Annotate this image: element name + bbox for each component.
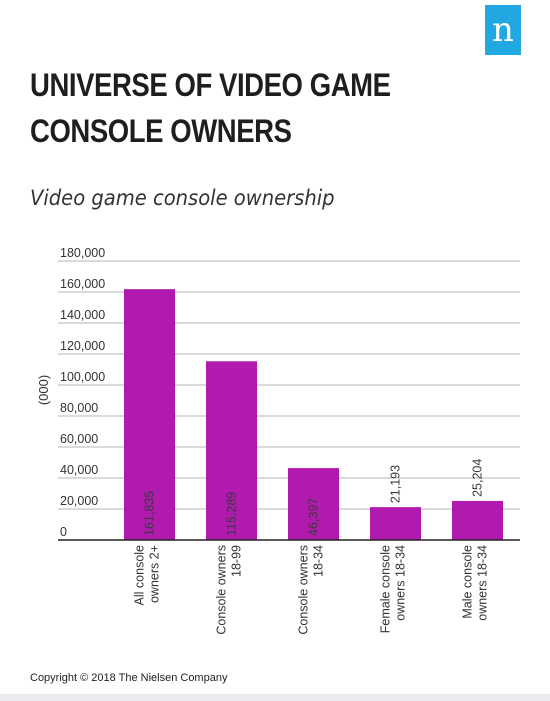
y-tick-label: 20,000 xyxy=(60,494,98,508)
x-tick-label: 18-34 xyxy=(312,545,326,577)
footer-band xyxy=(0,694,550,701)
bar xyxy=(124,289,175,540)
y-tick-label: 60,000 xyxy=(60,432,98,446)
x-tick-label: owners 18-34 xyxy=(394,545,408,621)
y-tick-label: 160,000 xyxy=(60,277,105,291)
y-tick-label: 100,000 xyxy=(60,370,105,384)
x-tick-label: Male console xyxy=(461,545,475,619)
data-label: 115,289 xyxy=(225,492,239,536)
y-tick-label: 80,000 xyxy=(60,401,98,415)
logo-letter: n xyxy=(492,10,514,50)
y-tick-label: 120,000 xyxy=(60,339,105,353)
bar xyxy=(288,468,339,540)
bar xyxy=(370,507,421,540)
x-tick-label: Console owners xyxy=(215,545,229,635)
y-axis-label: (000) xyxy=(36,375,51,405)
y-tick-label: 140,000 xyxy=(60,308,105,322)
x-tick-label: Console owners xyxy=(297,545,311,635)
bar xyxy=(452,500,503,540)
data-label: 46,397 xyxy=(307,498,321,536)
bar xyxy=(206,361,257,540)
chart-subtitle: Video game console ownership xyxy=(30,186,335,210)
data-label: 21,193 xyxy=(389,465,403,503)
x-tick-label: 18-99 xyxy=(230,545,244,577)
y-tick-label: 40,000 xyxy=(60,463,98,477)
data-label: 161,835 xyxy=(143,491,157,536)
x-tick-label: Female console xyxy=(379,545,393,633)
chart-title: UNIVERSE OF VIDEO GAME CONSOLE OWNERS xyxy=(30,67,391,149)
x-tick-label: owners 2+ xyxy=(148,545,162,603)
nielsen-logo-icon: n xyxy=(485,5,521,55)
y-tick-label: 180,000 xyxy=(60,246,105,260)
y-tick-label: 0 xyxy=(60,525,67,539)
copyright-text: Copyright © 2018 The Nielsen Company xyxy=(30,672,228,684)
x-tick-label: owners 18-34 xyxy=(476,545,490,621)
data-label: 25,204 xyxy=(471,459,485,497)
x-tick-label: All console xyxy=(133,545,147,605)
